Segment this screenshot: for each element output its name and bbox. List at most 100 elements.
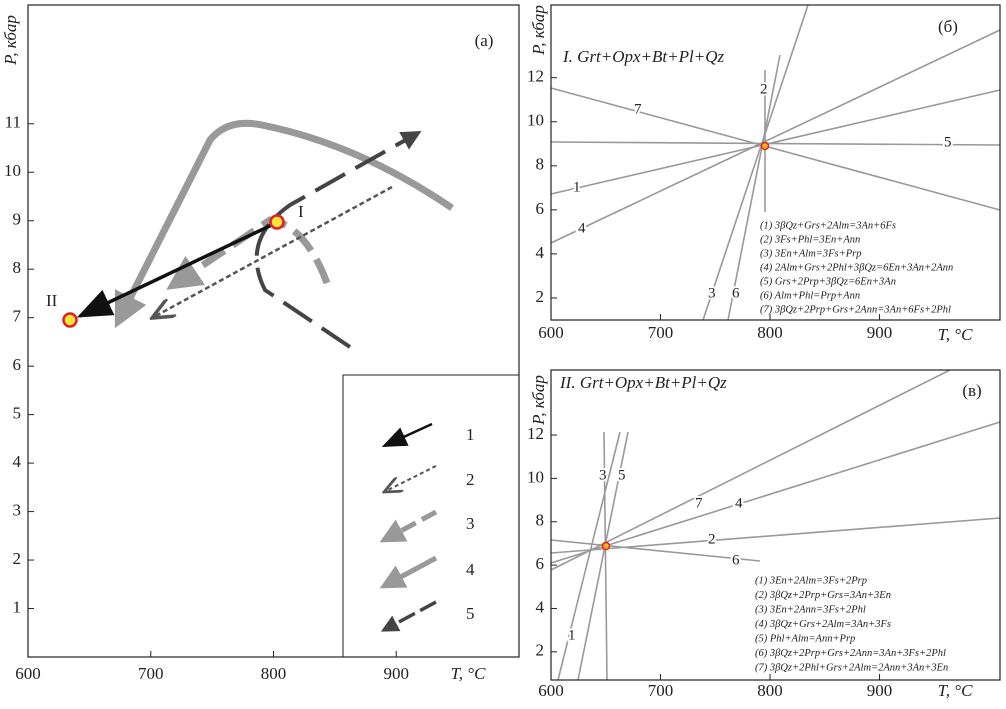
path-5 bbox=[254, 131, 422, 349]
reaction: (5) Grs+2Prp+3βQz=6En+3An bbox=[760, 276, 896, 287]
reaction: (2) 3Fs+Phl=3En+Ann bbox=[760, 234, 860, 245]
x-tick-label: 700 bbox=[138, 664, 164, 683]
x-tick-label: 800 bbox=[757, 323, 783, 342]
x-axis-label: T, °C bbox=[938, 681, 973, 700]
reaction: (6) Alm+Phl=Prp+Ann bbox=[760, 290, 860, 301]
reaction: (2) 3βQz+2Prp+Grs=3An+3En bbox=[755, 590, 891, 601]
x-tick-label: 600 bbox=[538, 681, 564, 700]
line-label: 2 bbox=[708, 531, 716, 547]
y-tick-label: 4 bbox=[536, 597, 545, 616]
paths: I II bbox=[46, 119, 454, 349]
reaction: (4) 3βQz+Grs+2Alm=3An+3Fs bbox=[755, 619, 891, 630]
x-axis-label: T, °C bbox=[451, 664, 486, 683]
legend-label: 4 bbox=[466, 560, 475, 579]
point-label: II bbox=[46, 291, 58, 310]
point-label: I bbox=[298, 202, 304, 221]
y-tick-label: 6 bbox=[536, 554, 545, 573]
line-label: 3 bbox=[599, 467, 607, 483]
reaction: (3) 3En+2Ann=3Fs+2Phl bbox=[755, 604, 866, 615]
x-tick-label: 900 bbox=[867, 681, 893, 700]
y-axis-label: P, кбар bbox=[1, 15, 20, 66]
point bbox=[269, 214, 285, 230]
legend-label: 3 bbox=[466, 514, 475, 533]
y-tick-label: 10 bbox=[4, 161, 21, 180]
legend-label: 5 bbox=[466, 604, 475, 623]
x-axis-label: T, °C bbox=[938, 325, 973, 344]
y-tick-label: 1 bbox=[13, 597, 22, 616]
line-label: 1 bbox=[573, 179, 581, 195]
legend-swatch bbox=[379, 555, 438, 589]
reaction: (5) Phl+Alm=Ann+Prp bbox=[755, 633, 855, 644]
y-tick-label: 9 bbox=[13, 210, 22, 229]
point bbox=[62, 312, 78, 328]
y-tick-label: 10 bbox=[527, 467, 544, 486]
x-tick-label: 700 bbox=[648, 681, 674, 700]
reaction: (1) 3βQz+Grs+2Alm=3An+6Fs bbox=[760, 220, 896, 231]
y-tick-label: 4 bbox=[536, 243, 545, 262]
y-tick-label: 5 bbox=[13, 404, 22, 423]
y-tick-label: 4 bbox=[13, 452, 22, 471]
legend-swatch bbox=[384, 465, 437, 492]
line-label: 6 bbox=[732, 285, 740, 301]
path-1 bbox=[76, 220, 279, 318]
panel-letter: (б) bbox=[938, 17, 958, 36]
x-tick-label: 600 bbox=[15, 664, 41, 683]
x-tick-label: 900 bbox=[384, 664, 410, 683]
reaction: (7) 3βQz+2Phl+Grs+2Alm=2Ann+3An+3En bbox=[755, 662, 948, 673]
line-label: 5 bbox=[944, 134, 952, 150]
line-label: 2 bbox=[760, 81, 768, 97]
y-tick-label: 7 bbox=[13, 307, 22, 326]
reaction: (4) 2Alm+Grs+2Phl+3βQz=6En+3An+2Ann bbox=[760, 262, 953, 273]
plot-frame bbox=[550, 369, 1001, 681]
reaction: (3) 3En+Alm=3Fs+Prp bbox=[760, 248, 861, 259]
reaction-lines: 3 5 7 4 2 6 1 bbox=[550, 369, 1001, 681]
legend-swatch bbox=[380, 600, 437, 632]
legend-swatch bbox=[381, 422, 433, 448]
legend-label: 2 bbox=[466, 470, 475, 489]
line-label: 4 bbox=[735, 495, 743, 511]
line-label: 6 bbox=[732, 552, 740, 568]
y-tick-label: 10 bbox=[527, 111, 544, 130]
path-4 bbox=[114, 119, 454, 329]
y-tick-label: 8 bbox=[536, 155, 545, 174]
line-label: 3 bbox=[708, 285, 716, 301]
y-tick-label: 6 bbox=[13, 355, 22, 374]
panel-letter: (а) bbox=[475, 31, 494, 50]
x-tick-label: 600 bbox=[538, 323, 564, 342]
y-tick-label: 12 bbox=[527, 67, 544, 86]
x-tick-label: 800 bbox=[261, 664, 287, 683]
line-label: 1 bbox=[568, 627, 576, 643]
y-tick-label: 8 bbox=[536, 511, 545, 530]
x-tick-label: 700 bbox=[648, 323, 674, 342]
panel-letter: (в) bbox=[962, 381, 981, 400]
line-label: 4 bbox=[578, 220, 586, 236]
reaction: (1) 3En+2Alm=3Fs+2Prp bbox=[755, 575, 867, 586]
plot-frame bbox=[550, 4, 1001, 321]
line-label: 7 bbox=[695, 495, 703, 511]
y-axis-label: P, кбар bbox=[529, 5, 548, 56]
x-tick-label: 800 bbox=[757, 681, 783, 700]
y-tick-label: 2 bbox=[13, 549, 22, 568]
y-tick-label: 6 bbox=[536, 199, 545, 218]
y-tick-label: 11 bbox=[5, 113, 21, 132]
y-axis-label: P, кбар bbox=[529, 375, 548, 426]
x-tick-label: 900 bbox=[867, 323, 893, 342]
path-3 bbox=[166, 216, 331, 290]
legend: 1 2 3 4 5 bbox=[342, 374, 520, 658]
legend-label: 1 bbox=[466, 425, 475, 444]
path-2 bbox=[152, 185, 393, 318]
line-label: 7 bbox=[634, 101, 642, 117]
y-tick-label: 8 bbox=[13, 258, 22, 277]
legend-swatch bbox=[379, 509, 438, 543]
y-tick-label: 2 bbox=[536, 641, 545, 660]
y-tick-label: 2 bbox=[536, 287, 545, 306]
point bbox=[760, 141, 770, 151]
reaction: (6) 3βQz+2Prp+Grs+2Ann=3An+3Fs+2Phl bbox=[755, 648, 946, 659]
panel-title: II. Grt+Opx+Bt+Pl+Qz bbox=[559, 373, 727, 392]
panel-title: I. Grt+Opx+Bt+Pl+Qz bbox=[562, 47, 724, 66]
reaction: (7) 3βQz+2Prp+Grs+2Ann=3An+6Fs+2Phl bbox=[760, 304, 951, 315]
reaction-lines: 7 2 5 1 4 3 6 bbox=[550, 4, 1001, 321]
y-tick-label: 3 bbox=[13, 500, 22, 519]
y-tick-label: 12 bbox=[527, 424, 544, 443]
